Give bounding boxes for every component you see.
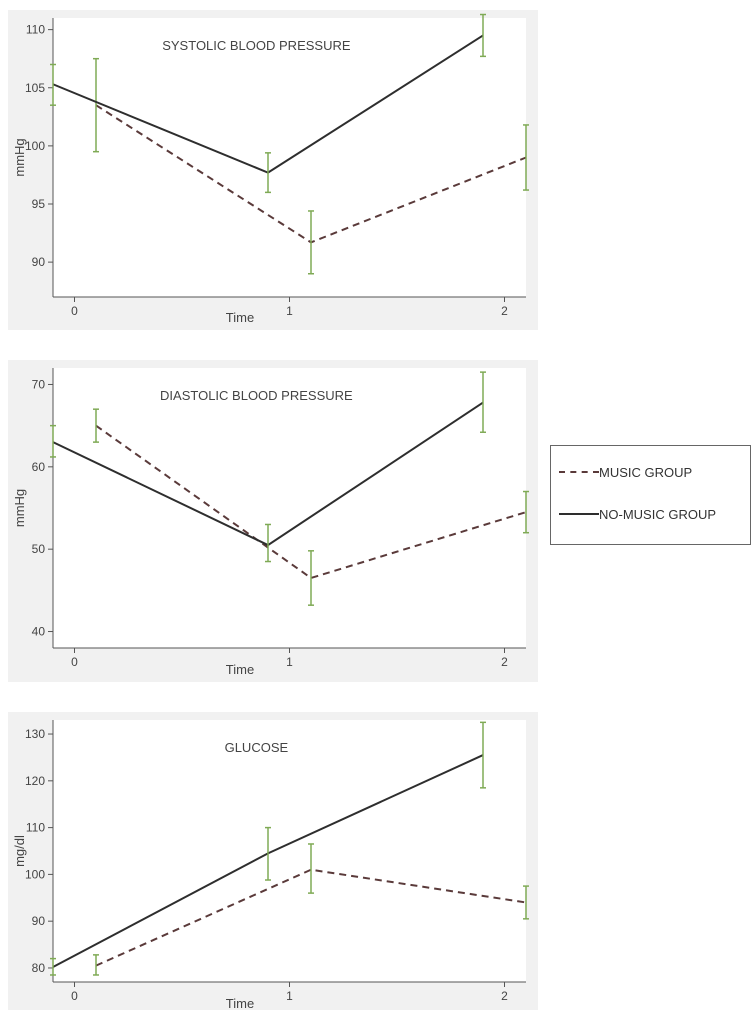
y-tick-label: 40 [32, 625, 46, 639]
y-tick-label: 80 [32, 961, 46, 975]
legend-swatch-dashed [559, 471, 599, 473]
y-tick-label: 110 [26, 821, 45, 835]
glucose-chart: 80 90 100 110 120 130 0 1 2 GLUCOSE Time mg/dl [8, 712, 538, 1010]
x-tick-label: 1 [286, 655, 293, 669]
chart-title: DIASTOLIC BLOOD PRESSURE [160, 388, 353, 403]
plot-area [53, 368, 526, 648]
x-tick-label: 1 [286, 304, 293, 318]
x-tick-label: 0 [71, 304, 78, 318]
y-tick-label: 70 [32, 377, 46, 391]
plot-area [53, 18, 526, 297]
x-tick-label: 1 [286, 989, 293, 1003]
legend-swatch-solid [559, 513, 599, 515]
plot-area [53, 720, 526, 982]
y-tick-label: 130 [25, 727, 45, 741]
y-axis-label: mmHg [12, 138, 27, 176]
y-tick-label: 95 [32, 197, 46, 211]
y-tick-label: 90 [32, 255, 46, 269]
systolic-chart: 90 95 100 105 110 0 1 2 SYSTOLIC BLOOD PRESSURE T… [8, 10, 538, 330]
chart-title: GLUCOSE [225, 740, 289, 755]
y-tick-label: 110 [26, 23, 45, 37]
x-tick-label: 2 [501, 989, 508, 1003]
legend-item-music: MUSIC GROUP [559, 462, 692, 482]
chart-legend: MUSIC GROUP NO-MUSIC GROUP [550, 445, 751, 545]
x-tick-label: 0 [71, 655, 78, 669]
y-tick-label: 60 [32, 460, 46, 474]
legend-label-music: MUSIC GROUP [599, 465, 692, 480]
y-tick-label: 90 [32, 914, 46, 928]
x-axis-label: Time [226, 662, 254, 677]
x-axis-label: Time [226, 310, 254, 325]
x-tick-label: 0 [71, 989, 78, 1003]
y-tick-label: 105 [25, 81, 45, 95]
y-tick-label: 50 [32, 542, 46, 556]
chart-title: SYSTOLIC BLOOD PRESSURE [162, 38, 351, 53]
y-tick-label: 120 [25, 774, 45, 788]
glucose-chart-panel: 80 90 100 110 120 130 0 1 2 GLUCOSE Time mg/dl [8, 712, 538, 1010]
legend-item-no-music: NO-MUSIC GROUP [559, 504, 716, 524]
systolic-chart-panel: 90 95 100 105 110 0 1 2 SYSTOLIC BLOOD PRESSURE T… [8, 10, 538, 330]
y-axis-label: mmHg [12, 489, 27, 527]
diastolic-chart-panel: 40 50 60 70 0 1 2 DIASTOLIC BLOOD PRESSURE Time m… [8, 360, 538, 682]
x-tick-label: 2 [501, 655, 508, 669]
y-tick-label: 100 [25, 139, 45, 153]
x-axis-label: Time [226, 996, 254, 1011]
y-axis-label: mg/dl [12, 835, 27, 867]
x-tick-label: 2 [501, 304, 508, 318]
y-tick-label: 100 [25, 867, 45, 881]
legend-label-no-music: NO-MUSIC GROUP [599, 507, 716, 522]
diastolic-chart: 40 50 60 70 0 1 2 DIASTOLIC BLOOD PRESSURE Time m… [8, 360, 538, 682]
